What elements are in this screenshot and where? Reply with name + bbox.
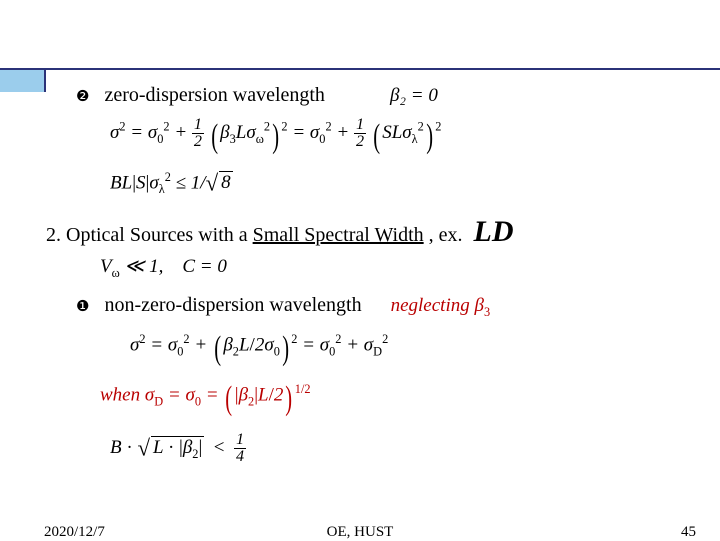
eq-sigma-beta2: σ2 = σ02 + (β2L/2σ0)2 = σ02 + σD2 <box>130 330 690 368</box>
section-2-heading: 2. Optical Sources with a Small Spectral… <box>46 215 690 249</box>
section-2c: , ex. <box>424 224 468 246</box>
header-rule <box>0 68 720 70</box>
neglecting-text: neglecting β3 <box>391 295 491 316</box>
header-vert-rule <box>44 68 46 92</box>
eq-sigma-beta3: σ2 = σ02 + 12 (β3Lσω2)2 = σ02 + 12 (SLσλ… <box>110 117 690 156</box>
footer-page: 45 <box>681 524 696 541</box>
bullet-2-text: zero-dispersion wavelength <box>104 84 324 106</box>
section-2a: 2. Optical Sources with a <box>46 224 253 246</box>
eq-b-root: B · √L · |β2| < 14 <box>110 432 690 465</box>
slide-content: ❷ zero-dispersion wavelength β₂ = 0 σ2 =… <box>70 84 690 466</box>
eq-vomega: Vω ≪ 1, C = 0 <box>100 255 690 281</box>
bullet-1-icon: ❶ <box>76 298 89 315</box>
bullet-1-row: ❶ non-zero-dispersion wavelength neglect… <box>76 294 690 320</box>
footer-center: OE, HUST <box>0 524 720 541</box>
bullet-2-row: ❷ zero-dispersion wavelength β₂ = 0 <box>76 84 690 107</box>
section-2b: Small Spectral Width <box>253 224 424 246</box>
eq-bl-limit: BL|S|σλ2 ≤ 1/√8 <box>110 170 690 197</box>
eq-when-red: when σD = σ0 = (|β2|L/2)1/2 <box>100 380 690 418</box>
bullet-1-text: non-zero-dispersion wavelength <box>104 294 361 316</box>
header-corner-box <box>0 70 44 92</box>
bullet-2-icon: ❷ <box>76 88 89 105</box>
beta2-zero: β₂ = 0 <box>390 85 438 106</box>
ld-label: LD <box>474 215 514 248</box>
